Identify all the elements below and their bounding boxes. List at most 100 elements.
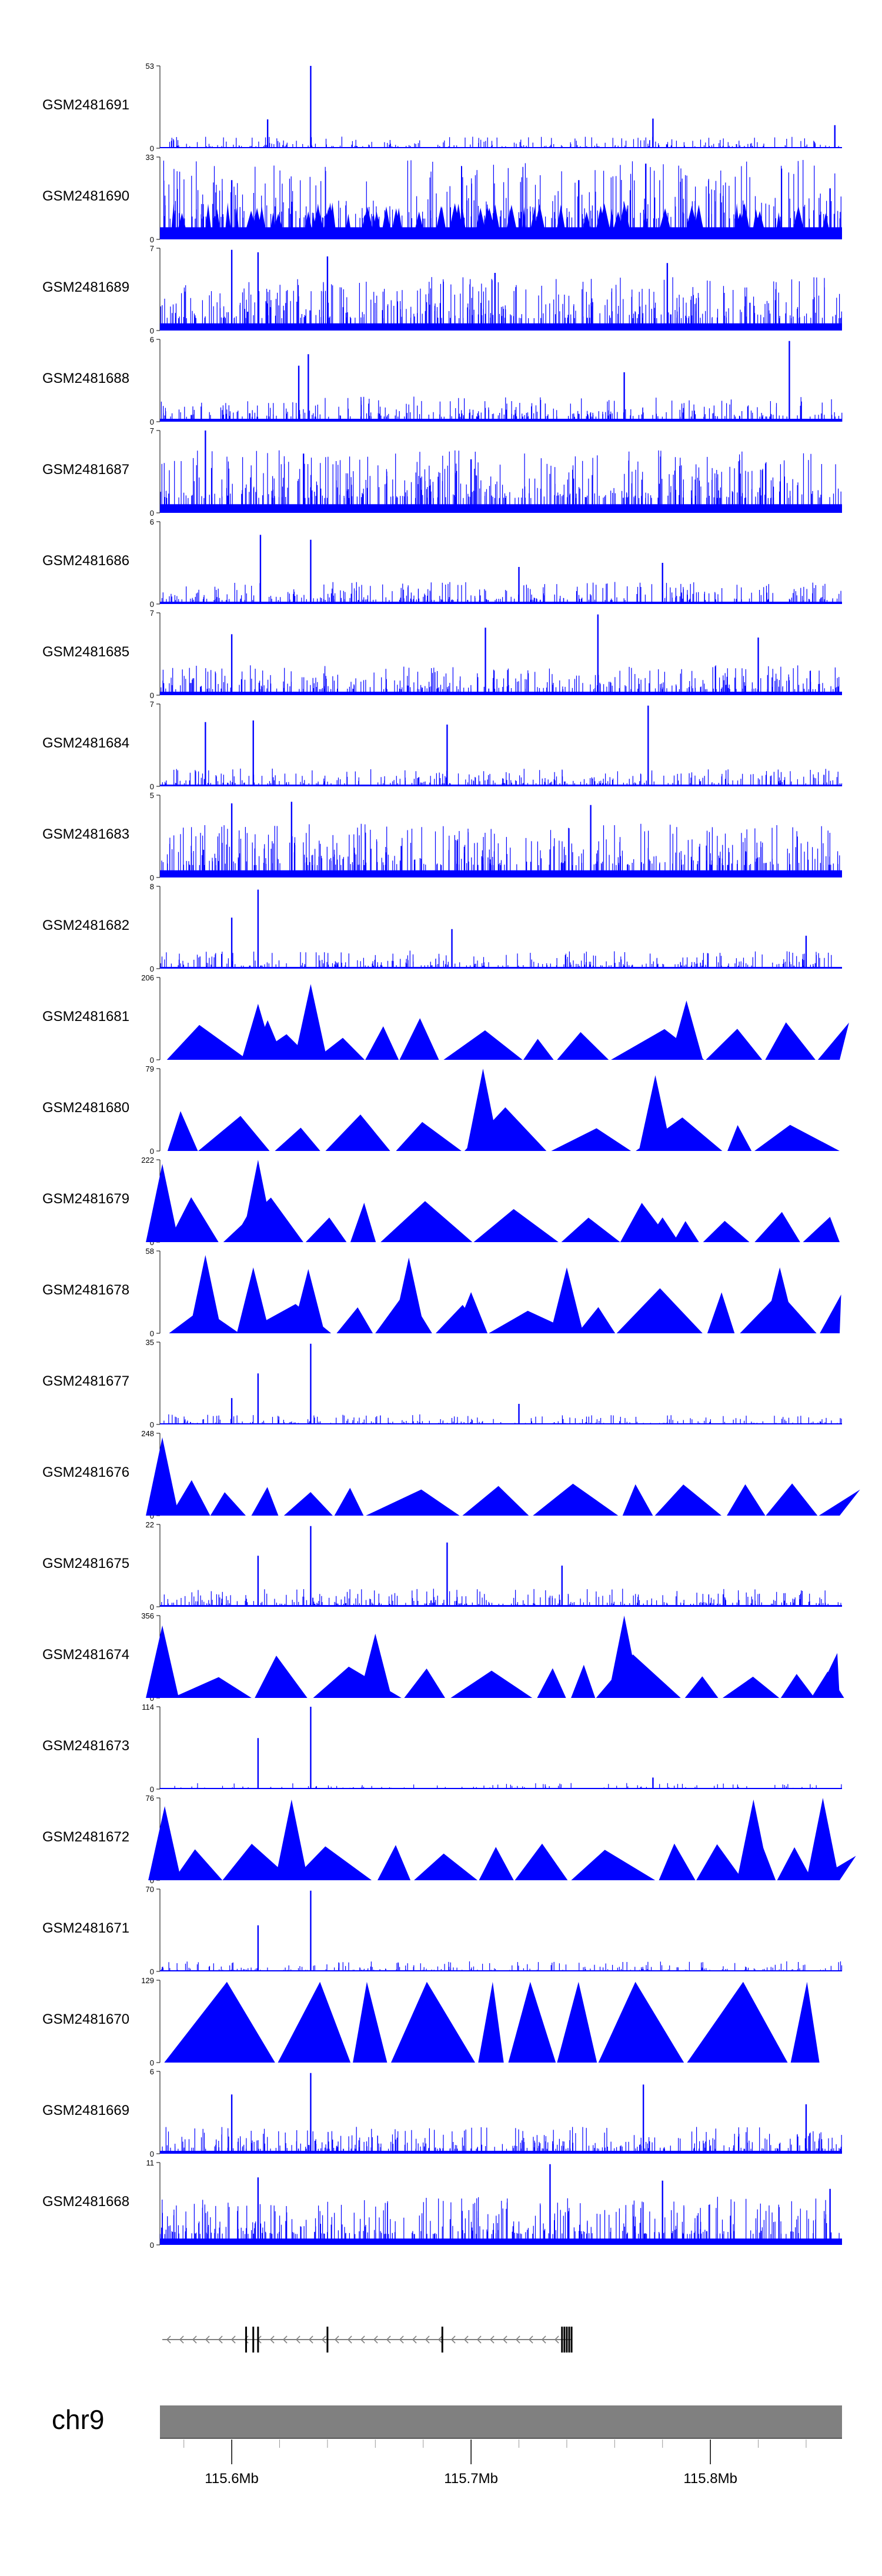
chevron-left-icon: [321, 2335, 326, 2344]
track-gsm2481690: GSM2481690 33 0: [42, 153, 842, 244]
track-gsm2481686: GSM2481686 6 0: [42, 518, 842, 609]
axis-tick-label: 115.6Mb: [205, 2471, 259, 2487]
track-label: GSM2481670: [42, 2011, 129, 2027]
track-gsm2481684: GSM2481684 7 0: [42, 700, 843, 791]
coverage-signal: [163, 160, 841, 239]
coverage-baseline: [160, 2238, 842, 2245]
coverage-peak: [507, 1220, 540, 1242]
coverage-peak: [236, 1267, 270, 1333]
chevron-left-icon: [243, 2335, 249, 2344]
coverage-peak: [275, 1799, 308, 1880]
coverage-baseline: [160, 2151, 842, 2154]
coverage-baseline: [160, 147, 842, 148]
y-min-label: 0: [150, 1238, 154, 1247]
coverage-fill: [170, 1480, 860, 1516]
chevron-left-icon: [476, 2335, 482, 2344]
y-min-label: 0: [150, 1876, 154, 1885]
chevron-left-icon: [463, 2335, 469, 2344]
track-label: GSM2481681: [42, 1009, 129, 1025]
y-min-label: 0: [150, 326, 154, 335]
coverage-signal: [162, 2127, 842, 2154]
coverage-peak: [550, 1267, 583, 1333]
y-min-label: 0: [150, 1056, 154, 1065]
coverage-peak: [232, 1213, 265, 1242]
y-min-label: 0: [150, 144, 154, 153]
chevron-left-icon: [554, 2335, 559, 2344]
track-gsm2481688: GSM2481688 6 0: [42, 335, 843, 426]
coverage-peak: [146, 1625, 179, 1698]
coverage-signal: [160, 950, 832, 969]
coverage-signal: [161, 396, 843, 422]
track-gsm2481677: GSM2481677 35 0: [42, 1338, 842, 1429]
coverage-fill: [164, 1981, 820, 2063]
track-label: GSM2481671: [42, 1920, 129, 1936]
gene-model-track: [162, 2327, 573, 2353]
chevron-left-icon: [360, 2335, 365, 2344]
chevron-left-icon: [192, 2335, 197, 2344]
y-max-label: 8: [150, 882, 154, 891]
chevron-left-icon: [205, 2335, 210, 2344]
y-max-label: 356: [141, 1611, 154, 1620]
coverage-fill: [171, 202, 831, 239]
coverage-signal: [173, 1783, 842, 1789]
y-max-label: 22: [146, 1520, 154, 1529]
track-label: GSM2481690: [42, 188, 129, 204]
chevron-left-icon: [399, 2335, 404, 2344]
coverage-peak: [806, 1798, 840, 1880]
track-gsm2481685: GSM2481685 7 0: [42, 609, 842, 700]
track-gsm2481680: GSM2481680 79 0: [42, 1065, 840, 1156]
track-gsm2481678: GSM2481678 58 0: [42, 1247, 841, 1338]
coverage-signal: [161, 1589, 841, 1607]
track-gsm2481691: GSM2481691 53 0: [42, 62, 842, 153]
chevron-left-icon: [269, 2335, 275, 2344]
y-max-label: 114: [142, 1703, 154, 1711]
coverage-fill: [169, 1288, 841, 1333]
coverage-baseline: [160, 1970, 842, 1971]
y-max-label: 6: [150, 335, 154, 344]
chevron-left-icon: [218, 2335, 223, 2344]
track-gsm2481672: GSM2481672 76 0: [42, 1794, 856, 1885]
gene-exon: [566, 2327, 568, 2353]
coverage-peak: [607, 1616, 641, 1698]
y-max-label: 6: [150, 2067, 154, 2076]
coverage-fill: [172, 1653, 840, 1698]
track-gsm2481671: GSM2481671 70 0: [42, 1885, 843, 1976]
chevron-left-icon: [308, 2335, 313, 2344]
track-label: GSM2481679: [42, 1191, 129, 1207]
track-gsm2481674: GSM2481674 356 0: [42, 1611, 844, 1703]
gene-exon: [570, 2327, 573, 2353]
coverage-peak: [359, 1633, 392, 1698]
chevron-left-icon: [502, 2335, 507, 2344]
coverage-peak: [763, 1267, 797, 1333]
y-min-label: 0: [150, 691, 154, 700]
chevron-left-icon: [515, 2335, 520, 2344]
track-label: GSM2481676: [42, 1464, 129, 1480]
y-max-label: 79: [146, 1065, 154, 1073]
y-max-label: 6: [150, 518, 154, 526]
y-min-label: 0: [150, 418, 154, 426]
coverage-signal: [162, 768, 843, 786]
track-gsm2481670: GSM2481670 129 0: [42, 1976, 820, 2067]
track-gsm2481669: GSM2481669 6 0: [42, 2067, 842, 2158]
chevron-left-icon: [541, 2335, 546, 2344]
y-max-label: 248: [141, 1429, 154, 1438]
y-min-label: 0: [150, 873, 154, 882]
coverage-baseline: [160, 692, 842, 695]
coverage-fill: [173, 1838, 856, 1880]
y-max-label: 206: [141, 973, 154, 982]
coverage-peak: [639, 1075, 672, 1151]
chevron-left-icon: [412, 2335, 417, 2344]
coverage-peak: [392, 1257, 426, 1333]
chevron-left-icon: [386, 2335, 391, 2344]
coverage-peak: [811, 1671, 844, 1698]
coverage-peak: [455, 1292, 488, 1333]
y-min-label: 0: [150, 1785, 154, 1794]
track-gsm2481673: GSM2481673 114 0: [42, 1703, 842, 1794]
chevron-left-icon: [166, 2335, 171, 2344]
y-max-label: 129: [141, 1976, 154, 1985]
track-label: GSM2481673: [42, 1738, 129, 1754]
gene-exon: [441, 2327, 443, 2353]
y-max-label: 7: [150, 426, 154, 435]
y-min-label: 0: [150, 509, 154, 518]
coverage-baseline: [160, 504, 842, 513]
